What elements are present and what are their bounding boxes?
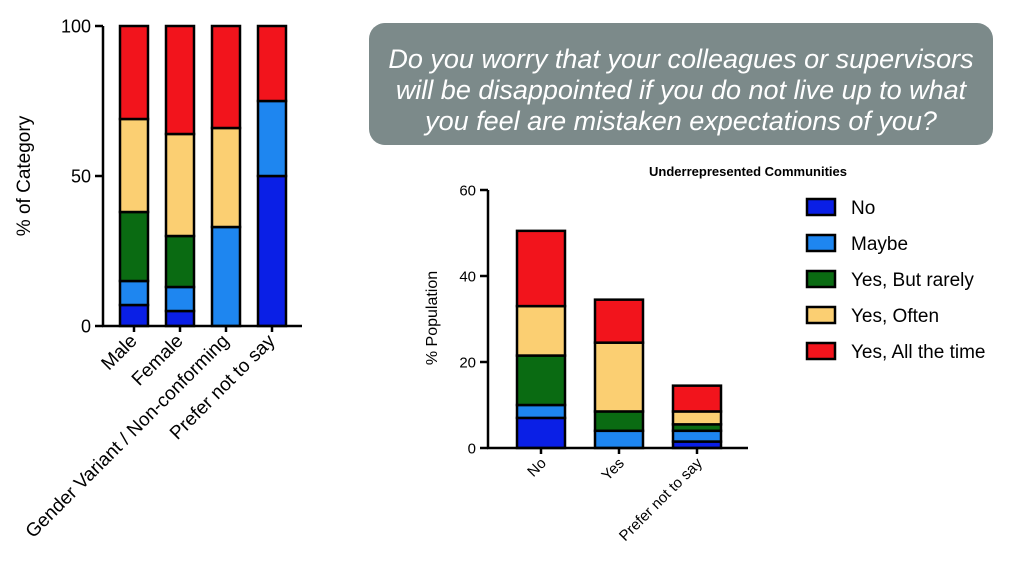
legend-swatch xyxy=(805,233,837,253)
chart1-y-axis-label: % of Category xyxy=(14,115,35,236)
c2-x-tick-label: Prefer not to say xyxy=(616,454,706,544)
legend-label: Yes, Often xyxy=(851,306,939,327)
c1-bar-segment xyxy=(118,303,150,328)
c1-bar-segment xyxy=(256,99,288,178)
legend-item: Maybe xyxy=(805,233,908,255)
legend: No Maybe Yes, But rarely Yes, Often Yes, All… xyxy=(805,197,985,363)
c2-y-tick-label: 20 xyxy=(459,354,476,371)
c2-bar-segment xyxy=(593,298,645,344)
c2-x-tick-label: No xyxy=(524,455,550,481)
legend-label: Maybe xyxy=(851,234,908,255)
c1-bar-segment xyxy=(118,24,150,121)
c2-y-tick-label: 40 xyxy=(459,268,476,285)
c2-bar-segment xyxy=(593,429,645,450)
c1-bar-segment xyxy=(164,285,196,313)
c1-bar-segment xyxy=(118,279,150,307)
c1-y-tick-label: 50 xyxy=(71,166,91,186)
c2-y-tick-label: 60 xyxy=(459,182,476,199)
c2-bar-segment xyxy=(593,341,645,413)
chart2-bars xyxy=(515,229,723,450)
c2-y-tick-label: 0 xyxy=(468,440,476,457)
c2-bar-segment xyxy=(515,229,567,308)
question-text: Do you worry that your colleagues or sup… xyxy=(388,43,974,136)
c1-bar-segment xyxy=(210,126,242,229)
legend-swatch xyxy=(805,197,837,217)
legend-item: No xyxy=(805,197,875,219)
c1-bar-segment xyxy=(256,174,288,328)
c2-x-tick-label: Yes xyxy=(598,455,627,484)
c2-bar-segment xyxy=(515,304,567,357)
legend-label: No xyxy=(851,198,875,219)
legend-swatch xyxy=(805,341,837,361)
legend-label: Yes, All the time xyxy=(851,342,985,363)
c1-bar-segment xyxy=(118,210,150,283)
c1-bar-segment xyxy=(164,132,196,238)
chart2-title: Underrepresented Communities xyxy=(649,164,847,179)
c1-bar-segment xyxy=(164,234,196,289)
legend-item: Yes, Often xyxy=(805,305,939,327)
c2-bar-segment xyxy=(671,429,723,443)
c1-bar-segment xyxy=(164,24,196,136)
chart2-y-axis-label: % Population xyxy=(424,271,441,365)
c1-y-tick-label: 100 xyxy=(61,16,91,36)
underrepresented-chart: Underrepresented Communities % Populatio… xyxy=(424,164,847,545)
legend-swatch xyxy=(805,269,837,289)
c2-bar-segment xyxy=(671,410,723,426)
c2-bar-segment xyxy=(515,354,567,407)
question-banner: Do you worry that your colleagues or sup… xyxy=(369,23,993,145)
c1-bar-segment xyxy=(210,225,242,328)
c2-bar-segment xyxy=(515,416,567,450)
c1-bar-segment xyxy=(118,117,150,214)
c2-bar-segment xyxy=(671,384,723,413)
chart1-bars xyxy=(118,24,288,328)
legend-item: Yes, But rarely xyxy=(805,269,974,291)
c2-bar-segment xyxy=(593,410,645,433)
legend-swatch xyxy=(805,305,837,325)
c1-x-tick-label: Gender Variant / Non-conforming xyxy=(22,331,234,543)
legend-item: Yes, All the time xyxy=(805,341,985,363)
legend-label: Yes, But rarely xyxy=(851,270,974,291)
chart2-y-ticks: 0 20 40 60 xyxy=(459,182,488,457)
chart2-axes xyxy=(486,190,748,450)
c1-bar-segment xyxy=(256,24,288,103)
chart1-y-ticks: 0 50 100 xyxy=(61,16,103,336)
c1-y-tick-label: 0 xyxy=(81,316,91,336)
c1-bar-segment xyxy=(210,24,242,130)
c2-bar-segment xyxy=(515,403,567,420)
c1-bar-segment xyxy=(164,309,196,328)
